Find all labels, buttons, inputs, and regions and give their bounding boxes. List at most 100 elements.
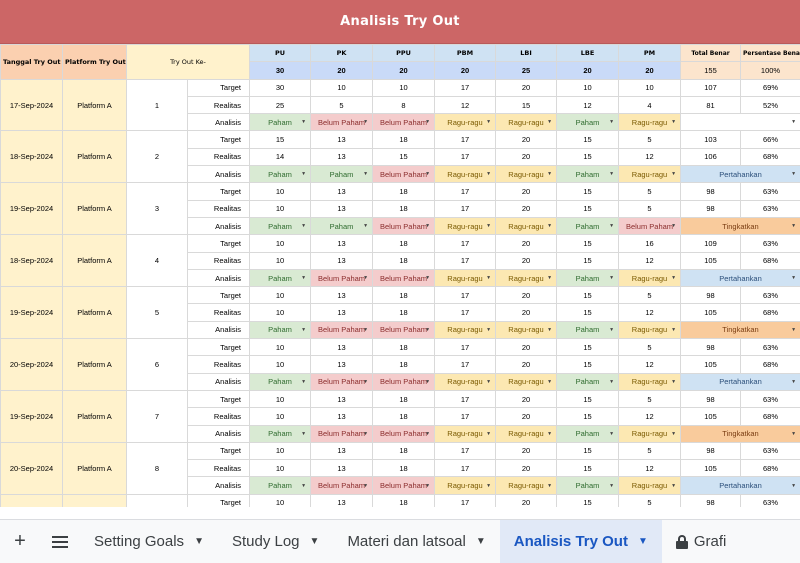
dropdown-arrow-icon[interactable]: ▼ [363,482,369,489]
dropdown-arrow-icon[interactable]: ▼ [363,171,369,178]
dropdown-arrow-icon[interactable]: ▼ [425,275,431,281]
summary-dropdown[interactable]: Pertahankan ▼ [680,476,800,495]
row-label-analisis[interactable]: Analisis [186,268,251,288]
target-cell[interactable]: 18 [372,338,436,357]
dropdown-arrow-icon[interactable]: ▼ [301,482,307,489]
row-label-realitas[interactable]: Realitas [186,199,251,218]
dropdown-arrow-icon[interactable]: ▼ [301,326,307,333]
dropdown-arrow-icon[interactable]: ▼ [791,275,797,281]
realitas-cell[interactable]: 13 [310,355,374,374]
target-cell[interactable]: 18 [372,234,436,253]
realitas-cell[interactable]: 17 [434,407,497,426]
analisis-dropdown[interactable]: Ragu-ragu ▼ [434,216,497,236]
realitas-cell[interactable]: 15 [556,355,620,374]
realitas-cell[interactable]: 18 [372,199,436,218]
tryout-number[interactable]: 6 [126,338,188,391]
row-label-realitas[interactable]: Realitas [186,303,251,322]
header-tryout[interactable]: Try Out Ke- [125,44,251,80]
analisis-dropdown[interactable]: Paham ▼ [556,424,620,443]
realitas-cell[interactable]: 15 [556,407,620,426]
dropdown-arrow-icon[interactable]: ▼ [609,482,615,489]
analisis-dropdown[interactable]: Paham ▼ [310,165,374,184]
target-cell[interactable]: 18 [372,286,436,305]
summary-dropdown[interactable]: ▼ [680,113,800,132]
persen-max[interactable]: 100% [740,61,800,80]
tab-setting-goals[interactable]: Setting Goals ▼ [80,520,218,563]
target-cell[interactable]: 17 [434,78,497,97]
caret-down-icon[interactable]: ▼ [475,536,486,547]
target-cell[interactable]: 15 [556,234,620,253]
target-cell[interactable]: 10 [249,182,312,201]
caret-down-icon[interactable]: ▼ [194,536,204,547]
total-target-cell[interactable]: 98 [680,441,742,461]
realitas-cell[interactable]: 4 [618,95,682,115]
target-cell[interactable]: 13 [310,441,374,461]
dropdown-arrow-icon[interactable]: ▼ [301,119,307,126]
platform-cell[interactable]: Platform A [62,78,127,132]
realitas-cell[interactable]: 18 [372,459,436,478]
realitas-cell[interactable]: 18 [372,303,436,322]
platform-cell[interactable]: Platform A [62,130,127,184]
analisis-dropdown[interactable]: Ragu-ragu ▼ [434,113,497,132]
analisis-dropdown[interactable]: Belum Paham ▼ [372,424,436,443]
dropdown-arrow-icon[interactable]: ▼ [609,171,615,178]
header-subject[interactable]: LBE [556,44,620,63]
max-score[interactable]: 20 [372,61,436,80]
analisis-dropdown[interactable]: Belum Paham ▼ [310,476,374,495]
analisis-dropdown[interactable]: Ragu-ragu ▼ [495,424,558,443]
dropdown-arrow-icon[interactable]: ▼ [486,482,492,489]
caret-down-icon[interactable]: ▼ [309,536,320,547]
target-cell[interactable]: 20 [495,286,558,305]
add-sheet-icon[interactable]: + [14,530,26,552]
header-subject[interactable]: PBM [434,44,497,63]
persen-real-cell[interactable]: 52% [740,95,800,115]
tab-grafik[interactable]: Grafi [662,520,741,563]
target-cell[interactable]: 10 [556,78,620,97]
caret-down-icon[interactable]: ▼ [637,536,648,547]
persen-real-cell[interactable]: 63% [740,199,800,218]
row-label-target[interactable]: Target [186,441,251,461]
analisis-dropdown[interactable]: Ragu-ragu ▼ [434,268,497,288]
target-cell[interactable]: 5 [618,441,682,461]
max-score[interactable]: 20 [434,61,497,80]
dropdown-arrow-icon[interactable]: ▼ [791,378,797,385]
dropdown-arrow-icon[interactable]: ▼ [363,378,369,385]
realitas-cell[interactable]: 17 [434,459,497,478]
max-score[interactable]: 20 [556,61,620,80]
total-real-cell[interactable]: 105 [680,303,742,322]
realitas-cell[interactable]: 10 [249,459,312,478]
dropdown-arrow-icon[interactable]: ▼ [363,223,369,230]
dropdown-arrow-icon[interactable]: ▼ [363,430,369,437]
target-cell[interactable]: 10 [249,441,312,461]
target-cell[interactable]: 17 [434,130,497,149]
summary-dropdown[interactable]: Pertahankan ▼ [680,165,800,184]
target-cell[interactable]: 20 [495,389,558,409]
realitas-cell[interactable]: 18 [372,355,436,374]
analisis-dropdown[interactable]: Ragu-ragu ▼ [495,113,558,132]
row-label-realitas[interactable]: Realitas [186,459,251,478]
realitas-cell[interactable]: 20 [495,199,558,218]
dropdown-arrow-icon[interactable]: ▼ [486,171,492,178]
analisis-dropdown[interactable]: Paham ▼ [310,216,374,236]
realitas-cell[interactable]: 13 [310,407,374,426]
dropdown-arrow-icon[interactable]: ▼ [791,223,797,230]
target-cell[interactable]: 15 [249,130,312,149]
analisis-dropdown[interactable]: Ragu-ragu ▼ [618,113,682,132]
total-target-cell[interactable]: 103 [680,130,742,149]
target-cell[interactable]: 17 [434,286,497,305]
row-label-target[interactable]: Target [186,389,251,409]
dropdown-arrow-icon[interactable]: ▼ [609,326,615,333]
realitas-cell[interactable]: 12 [618,407,682,426]
total-target-cell[interactable]: 109 [680,234,742,253]
target-cell[interactable]: 10 [249,493,312,507]
analisis-dropdown[interactable]: Belum Paham ▼ [372,165,436,184]
dropdown-arrow-icon[interactable]: ▼ [363,275,369,281]
realitas-cell[interactable]: 17 [434,303,497,322]
persen-target-cell[interactable]: 63% [740,182,800,201]
summary-dropdown[interactable]: Tingkatkan ▼ [680,216,800,236]
platform-cell[interactable]: Platform A [62,441,127,495]
dropdown-arrow-icon[interactable]: ▼ [609,119,615,126]
date-cell[interactable]: 20-Sep-2024 [0,338,63,391]
analisis-dropdown[interactable]: Ragu-ragu ▼ [618,372,682,391]
target-cell[interactable]: 18 [372,130,436,149]
